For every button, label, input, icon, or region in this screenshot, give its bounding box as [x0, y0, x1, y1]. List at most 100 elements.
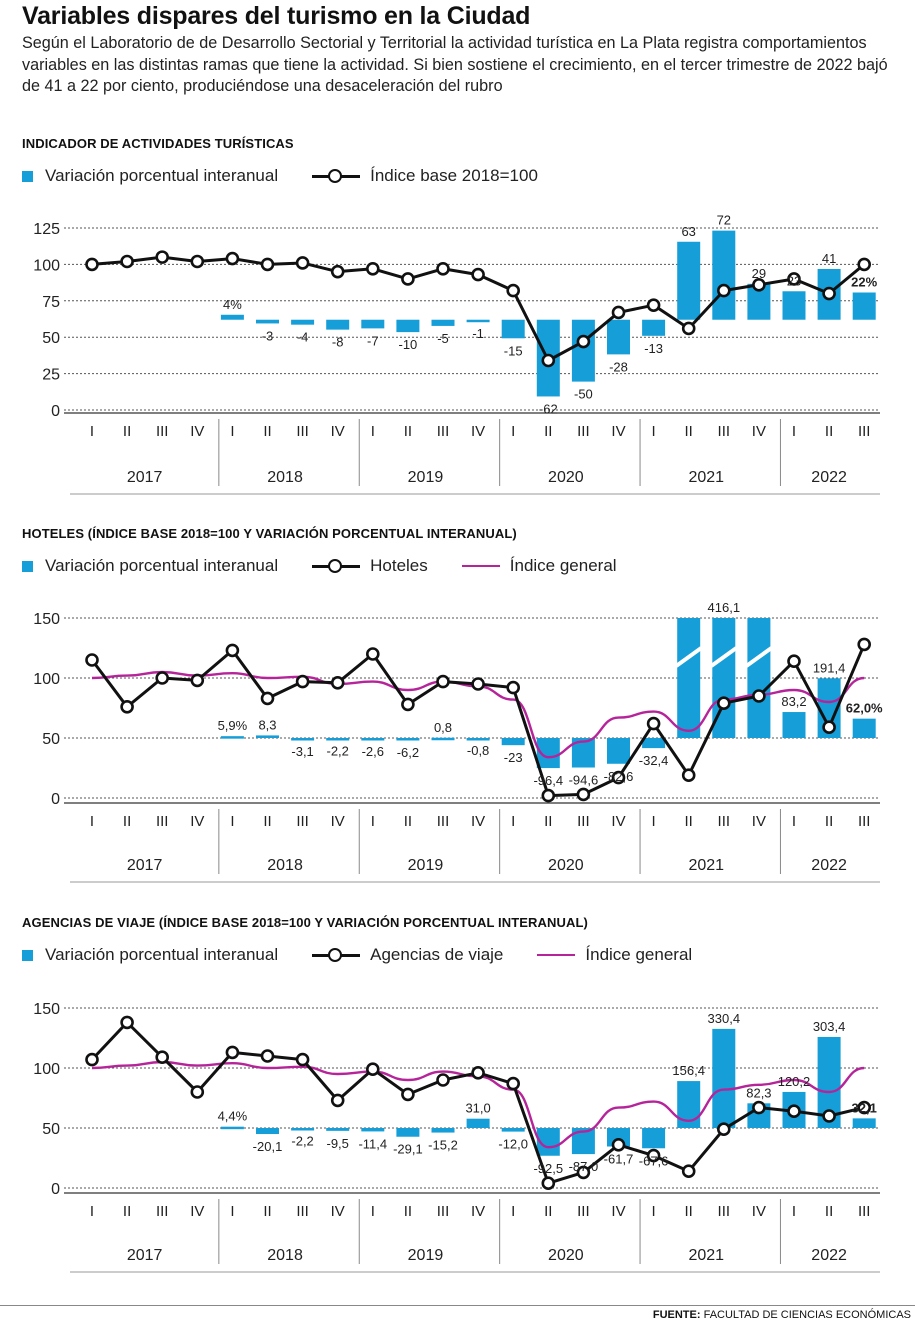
x-tick-label: III	[296, 1203, 309, 1220]
bar	[291, 319, 315, 325]
source-label: FUENTE:	[652, 1309, 701, 1321]
year-label: 2021	[688, 469, 724, 486]
line-point	[436, 261, 450, 276]
bar	[712, 618, 736, 738]
bar	[256, 1128, 279, 1135]
legend-general: Índice general	[461, 556, 617, 576]
line-point	[822, 1109, 836, 1123]
bar-data-label: 5,9%	[218, 718, 248, 733]
line-point	[506, 1076, 521, 1091]
bar	[571, 738, 595, 768]
bar	[712, 1028, 736, 1128]
y-tick-label: 0	[51, 403, 60, 420]
year-label: 2017	[127, 857, 163, 874]
bar-data-label: -0,8	[467, 743, 489, 758]
bar-break-mark	[675, 646, 703, 668]
line-point	[541, 788, 556, 803]
y-tick-label: 25	[42, 367, 60, 384]
line-point	[401, 1087, 415, 1102]
bar-swatch-icon	[22, 949, 33, 961]
bar-swatch-icon	[22, 560, 33, 572]
line-point	[225, 1045, 240, 1060]
y-tick-label: 100	[33, 1061, 60, 1078]
bar-data-label: -28	[609, 359, 628, 374]
bar	[466, 738, 490, 741]
x-tick-label: III	[718, 423, 731, 440]
bar-data-label: -10	[399, 337, 418, 352]
legend-line-label: Índice base 2018=100	[370, 166, 538, 185]
line-point	[295, 1052, 310, 1067]
x-tick-label: I	[90, 813, 94, 830]
line-point	[295, 674, 310, 689]
legend-bars-label: Variación porcentual interanual	[45, 166, 279, 185]
x-tick-label: IV	[752, 1203, 766, 1220]
legend-bars: Variación porcentual interanual	[22, 166, 278, 186]
line-point	[646, 298, 661, 312]
line-point	[752, 689, 766, 703]
x-tick-label: III	[156, 423, 169, 440]
y-tick-label: 75	[42, 294, 60, 311]
chart1-legend: Variación porcentual interanual Índice b…	[22, 166, 572, 186]
line-point	[611, 305, 626, 320]
bar-data-label: 41	[822, 251, 836, 266]
line-point	[471, 677, 485, 691]
line-point	[120, 254, 134, 269]
line-point	[120, 700, 134, 714]
x-tick-label: III	[858, 1203, 871, 1220]
bar-data-label: -15	[504, 343, 523, 358]
bar	[536, 738, 560, 769]
line-point	[857, 257, 872, 272]
x-tick-label: I	[511, 813, 515, 830]
bar	[466, 1118, 490, 1128]
legend-bars-label: Variación porcentual interanual	[45, 945, 279, 964]
x-tick-label: IV	[190, 423, 204, 440]
bar-data-label: -7	[367, 333, 379, 348]
x-tick-label: III	[156, 813, 169, 830]
x-tick-label: IV	[471, 423, 485, 440]
year-label: 2022	[811, 857, 847, 874]
x-tick-label: II	[685, 1203, 693, 1220]
bar-data-label: -82,6	[604, 769, 634, 784]
x-tick-label: IV	[471, 813, 485, 830]
bar	[220, 314, 244, 320]
line-point	[857, 637, 872, 652]
bar	[642, 319, 666, 336]
year-label: 2020	[548, 469, 584, 486]
bar	[712, 230, 736, 320]
bar	[220, 1126, 244, 1130]
bar	[642, 738, 666, 749]
bar	[747, 283, 771, 320]
year-label: 2019	[408, 857, 444, 874]
year-label: 2018	[267, 857, 303, 874]
line-point	[365, 261, 380, 276]
line-point	[576, 787, 591, 802]
x-tick-label: III	[718, 1203, 731, 1220]
x-tick-label: I	[792, 423, 796, 440]
x-tick-label: II	[685, 423, 693, 440]
general-line-icon	[461, 564, 500, 568]
bar	[431, 1128, 455, 1133]
bar-data-label: -29,1	[393, 1142, 423, 1157]
legend-line: Hoteles	[312, 556, 428, 576]
line-point	[225, 643, 240, 658]
line-point	[436, 1073, 450, 1087]
year-label: 2020	[548, 1247, 584, 1264]
year-label: 2017	[127, 469, 163, 486]
bar	[396, 738, 420, 741]
legend-line-label: Agencias de viaje	[370, 945, 504, 964]
line-point	[681, 321, 696, 336]
bar-data-label: -50	[574, 387, 593, 402]
year-label: 2017	[127, 1247, 163, 1264]
line-point	[155, 1050, 169, 1064]
bar	[817, 678, 841, 738]
x-tick-label: II	[123, 813, 131, 830]
legend-bars: Variación porcentual interanual	[22, 556, 278, 576]
bar-data-label: -96,4	[533, 773, 563, 788]
bar-data-label: -5	[437, 331, 449, 346]
line-point	[787, 1104, 801, 1118]
line-point	[752, 1100, 766, 1115]
line-point	[85, 1052, 99, 1067]
bar-data-label: -20,1	[253, 1139, 283, 1154]
bar	[677, 618, 701, 738]
x-tick-label: II	[404, 423, 412, 440]
